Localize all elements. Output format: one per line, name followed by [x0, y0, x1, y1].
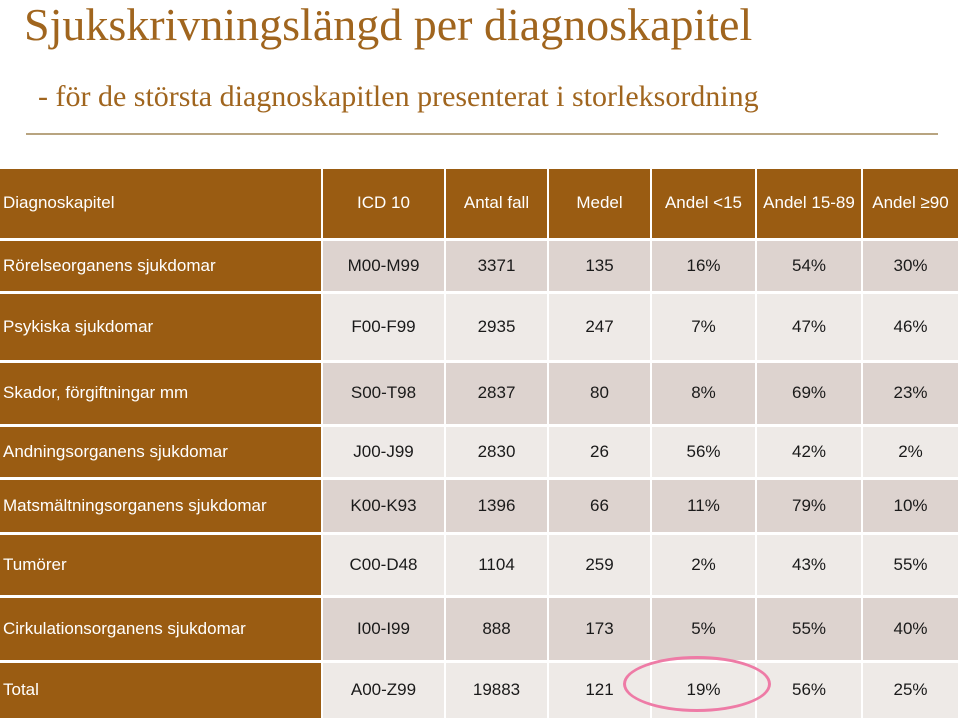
table-cell: 247	[548, 292, 652, 363]
table-cell: 19883	[445, 661, 549, 721]
table-cell: 2935	[445, 292, 549, 363]
header-cell: ICD 10	[322, 169, 446, 241]
table-cell: J00-J99	[322, 425, 446, 480]
table-cell: 40%	[862, 596, 958, 663]
header-cell: Andel 15-89	[756, 169, 863, 241]
table-cell: A00-Z99	[322, 661, 446, 721]
table-cell: 2%	[862, 425, 958, 480]
table-cell: 7%	[651, 292, 757, 363]
row-label: Rörelseorganens sjukdomar	[0, 239, 323, 294]
table-cell: 121	[548, 661, 652, 721]
table-cell: F00-F99	[322, 292, 446, 363]
table-cell: 69%	[756, 361, 863, 427]
table-cell: 3371	[445, 239, 549, 294]
header-cell: Medel	[548, 169, 652, 241]
table-cell: 16%	[651, 239, 757, 294]
table-cell: 2830	[445, 425, 549, 480]
table-cell: 46%	[862, 292, 958, 363]
table-row-total: Total A00-Z99 19883 121 19% 56% 25%	[0, 661, 958, 721]
table-cell: 2837	[445, 361, 549, 427]
header-cell: Andel <15	[651, 169, 757, 241]
table-cell: 25%	[862, 661, 958, 721]
table-cell: 2%	[651, 533, 757, 598]
table-header-row: Diagnoskapitel ICD 10 Antal fall Medel A…	[0, 169, 958, 241]
table-cell: 23%	[862, 361, 958, 427]
row-label: Matsmältningsorganens sjukdomar	[0, 478, 323, 535]
title-divider	[26, 133, 938, 135]
table-row: Tumörer C00-D48 1104 259 2% 43% 55%	[0, 533, 958, 598]
diagnosis-table: Diagnoskapitel ICD 10 Antal fall Medel A…	[0, 169, 958, 721]
slide-title: Sjukskrivningslängd per diagnoskapitel	[24, 0, 753, 50]
row-label: Psykiska sjukdomar	[0, 292, 323, 363]
row-label: Andningsorganens sjukdomar	[0, 425, 323, 480]
table-cell: 135	[548, 239, 652, 294]
table-cell: 11%	[651, 478, 757, 535]
header-cell: Andel ≥90	[862, 169, 958, 241]
table-cell: 5%	[651, 596, 757, 663]
header-cell: Diagnoskapitel	[0, 169, 323, 241]
table-cell: 56%	[651, 425, 757, 480]
table-cell: 42%	[756, 425, 863, 480]
row-label: Skador, förgiftningar mm	[0, 361, 323, 427]
table-cell: 26	[548, 425, 652, 480]
table-row: Rörelseorganens sjukdomar M00-M99 3371 1…	[0, 239, 958, 294]
row-label: Total	[0, 661, 323, 721]
table-cell: 55%	[862, 533, 958, 598]
table-cell: 8%	[651, 361, 757, 427]
table-cell: 79%	[756, 478, 863, 535]
row-label: Cirkulationsorganens sjukdomar	[0, 596, 323, 663]
table-cell: 259	[548, 533, 652, 598]
table-row: Psykiska sjukdomar F00-F99 2935 247 7% 4…	[0, 292, 958, 363]
table-cell: 1396	[445, 478, 549, 535]
table-row: Matsmältningsorganens sjukdomar K00-K93 …	[0, 478, 958, 535]
slide-subtitle: - för de största diagnoskapitlen present…	[38, 80, 759, 113]
row-label: Tumörer	[0, 533, 323, 598]
table-cell: 47%	[756, 292, 863, 363]
table-cell: M00-M99	[322, 239, 446, 294]
table-cell: S00-T98	[322, 361, 446, 427]
table-cell: 888	[445, 596, 549, 663]
table-row: Skador, förgiftningar mm S00-T98 2837 80…	[0, 361, 958, 427]
table-cell: 173	[548, 596, 652, 663]
table-cell: K00-K93	[322, 478, 446, 535]
table-cell: 56%	[756, 661, 863, 721]
table-cell: C00-D48	[322, 533, 446, 598]
table-cell: 30%	[862, 239, 958, 294]
table-cell: 10%	[862, 478, 958, 535]
table-cell: I00-I99	[322, 596, 446, 663]
table-cell: 55%	[756, 596, 863, 663]
table-cell: 43%	[756, 533, 863, 598]
table-cell: 54%	[756, 239, 863, 294]
table-cell: 80	[548, 361, 652, 427]
table-row: Cirkulationsorganens sjukdomar I00-I99 8…	[0, 596, 958, 663]
header-cell: Antal fall	[445, 169, 549, 241]
table-cell: 19%	[651, 661, 757, 721]
table-cell: 1104	[445, 533, 549, 598]
table-row: Andningsorganens sjukdomar J00-J99 2830 …	[0, 425, 958, 480]
table-cell: 66	[548, 478, 652, 535]
